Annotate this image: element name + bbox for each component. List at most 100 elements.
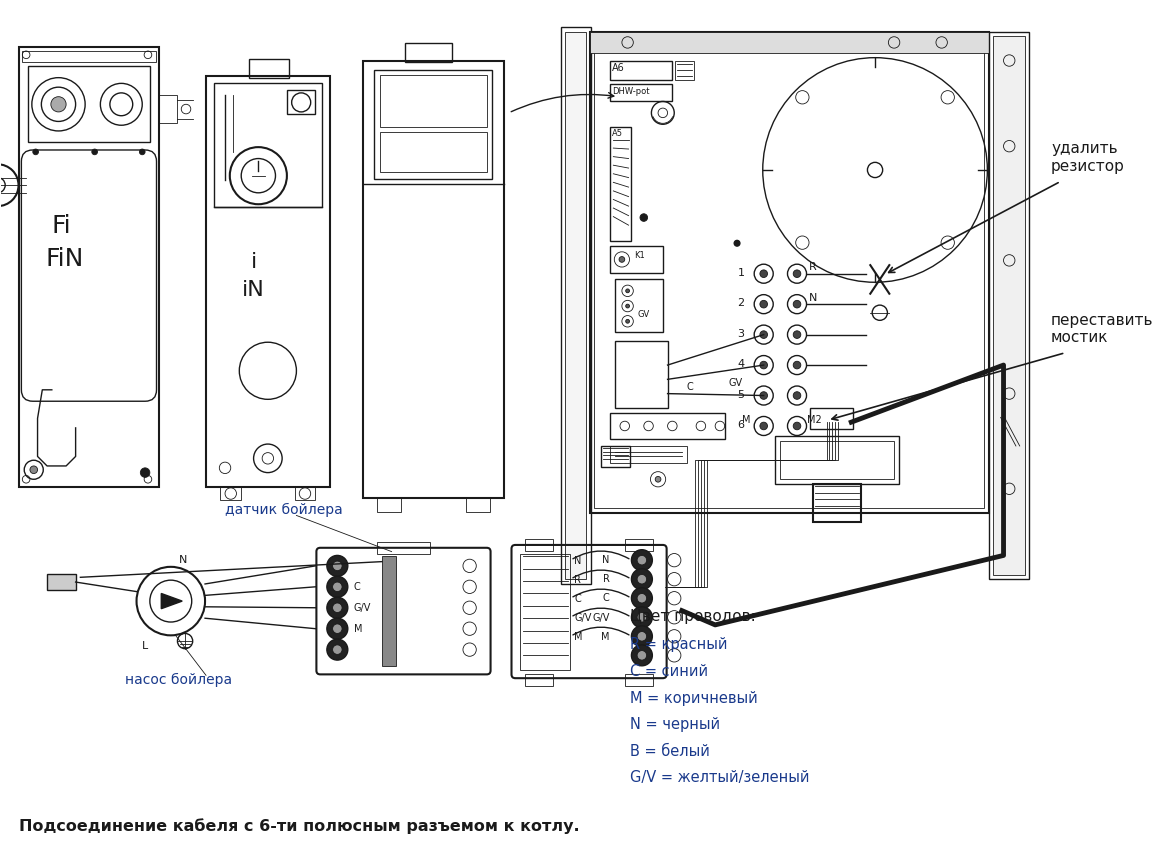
Text: GV: GV (637, 310, 649, 319)
Circle shape (632, 607, 652, 628)
Text: C: C (686, 382, 693, 392)
Text: Цвет проводов:: Цвет проводов: (629, 608, 755, 624)
Circle shape (140, 149, 145, 154)
Bar (363, 61, 504, 498)
Text: R: R (808, 263, 816, 272)
Circle shape (759, 361, 768, 369)
Text: C: C (602, 594, 609, 603)
Bar (377, 498, 401, 511)
Circle shape (333, 645, 342, 655)
Bar (594, 37, 985, 508)
Text: R = красный: R = красный (629, 637, 727, 652)
Circle shape (30, 466, 37, 474)
Text: B = белый: B = белый (629, 744, 709, 758)
Bar (405, 44, 452, 63)
Text: M: M (601, 631, 609, 642)
Circle shape (333, 603, 342, 613)
Text: N: N (808, 293, 816, 303)
Circle shape (327, 619, 348, 639)
Circle shape (637, 575, 647, 584)
Bar (590, 32, 990, 53)
Bar (520, 553, 570, 669)
Text: FiN: FiN (45, 247, 84, 271)
Circle shape (759, 422, 768, 430)
Text: G/V: G/V (575, 613, 592, 624)
Text: L: L (142, 641, 149, 651)
Text: 2: 2 (737, 299, 744, 308)
Text: N = черный: N = черный (629, 717, 720, 732)
Bar (780, 441, 894, 480)
Text: насос бойлера: насос бойлера (126, 673, 233, 686)
Bar (377, 542, 429, 553)
Text: N: N (575, 556, 582, 566)
Bar (287, 90, 315, 114)
Polygon shape (162, 594, 183, 608)
Text: A6: A6 (613, 63, 626, 74)
Circle shape (333, 582, 342, 591)
Text: 5: 5 (737, 390, 744, 400)
Circle shape (759, 300, 768, 308)
Text: iN: iN (242, 281, 265, 300)
Bar (611, 413, 725, 439)
Bar (813, 484, 861, 523)
Text: R: R (575, 576, 582, 585)
Bar (466, 498, 490, 511)
Bar (374, 70, 492, 179)
Text: R: R (602, 575, 609, 584)
Bar (611, 246, 663, 273)
Circle shape (632, 550, 652, 571)
Bar (525, 539, 554, 551)
Bar (676, 61, 694, 80)
Circle shape (619, 257, 625, 263)
Circle shape (637, 613, 647, 622)
Text: M: M (742, 414, 750, 425)
Text: C: C (575, 595, 582, 604)
Text: N: N (178, 555, 187, 565)
Bar (249, 58, 288, 78)
Text: DHW-pot: DHW-pot (613, 88, 650, 96)
Circle shape (632, 588, 652, 608)
Text: M2: M2 (806, 414, 821, 425)
Circle shape (333, 561, 342, 571)
Bar (611, 446, 686, 463)
Text: 1: 1 (737, 268, 744, 278)
Text: Подсоединение кабеля с 6-ти полюсным разъемом к котлу.: Подсоединение кабеля с 6-ти полюсным раз… (19, 818, 579, 834)
Bar (561, 27, 592, 584)
Circle shape (327, 639, 348, 660)
Text: G/V = желтый/зеленый: G/V = желтый/зеленый (629, 770, 809, 785)
Circle shape (793, 392, 801, 399)
Bar (565, 32, 586, 579)
Circle shape (793, 300, 801, 308)
Bar (28, 66, 150, 142)
Circle shape (655, 476, 661, 482)
Circle shape (327, 577, 348, 597)
Text: C: C (354, 582, 361, 592)
Circle shape (793, 270, 801, 277)
Circle shape (626, 319, 629, 323)
Circle shape (327, 555, 348, 577)
Bar (615, 280, 663, 332)
Text: датчик бойлера: датчик бойлера (224, 503, 343, 517)
Circle shape (33, 149, 38, 154)
Circle shape (637, 594, 647, 603)
Circle shape (626, 304, 629, 308)
Text: i: i (250, 251, 257, 272)
Bar (525, 674, 554, 686)
Circle shape (632, 645, 652, 666)
Bar (206, 76, 330, 486)
Bar (22, 51, 156, 63)
Bar (601, 446, 629, 467)
Bar (590, 32, 990, 512)
Bar (380, 75, 487, 127)
Circle shape (51, 97, 66, 112)
Circle shape (632, 625, 652, 647)
Circle shape (327, 597, 348, 619)
Text: удалить
резистор: удалить резистор (1051, 142, 1125, 174)
Bar (775, 437, 899, 484)
Bar (625, 539, 654, 551)
Circle shape (734, 240, 740, 246)
Circle shape (759, 392, 768, 399)
Circle shape (640, 214, 648, 221)
Text: M: M (575, 632, 583, 643)
Circle shape (759, 331, 768, 338)
